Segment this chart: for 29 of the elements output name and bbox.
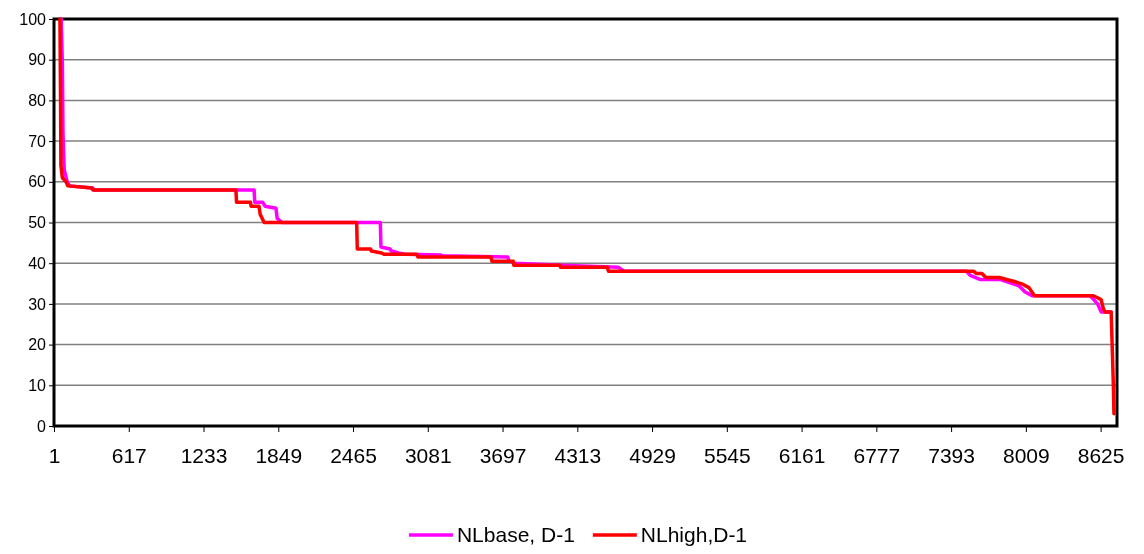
y-tick-label: 40 bbox=[28, 254, 47, 272]
x-tick-label: 1 bbox=[48, 443, 61, 467]
y-tick-label: 70 bbox=[28, 132, 47, 150]
x-tick-label: 617 bbox=[111, 443, 147, 467]
y-tick-label: 0 bbox=[37, 417, 47, 435]
x-tick-label: 4313 bbox=[554, 443, 602, 467]
y-tick-label: 10 bbox=[28, 376, 47, 394]
y-tick-label: 90 bbox=[28, 51, 47, 69]
y-tick-label: 60 bbox=[28, 173, 47, 191]
x-tick-label: 6161 bbox=[778, 443, 826, 467]
x-tick-label: 1233 bbox=[180, 443, 228, 467]
x-tick-label: 4929 bbox=[629, 443, 676, 467]
y-tick-label: 20 bbox=[28, 336, 47, 354]
x-tick-label: 8009 bbox=[1003, 443, 1050, 467]
x-tick-label: 6777 bbox=[853, 443, 901, 467]
x-tick-label: 5545 bbox=[703, 443, 751, 467]
line-series bbox=[58, 17, 1116, 416]
x-tick-label: 1849 bbox=[255, 443, 303, 467]
legend-label: NLbase, D-1 bbox=[456, 523, 575, 546]
y-tick-label: 80 bbox=[28, 92, 47, 110]
x-tick-label: 7393 bbox=[928, 443, 975, 467]
y-tick-label: 30 bbox=[28, 295, 47, 313]
x-tick-label: 8625 bbox=[1077, 443, 1125, 467]
y-tick-label: 100 bbox=[19, 10, 47, 28]
legend-label: NLhigh,D-1 bbox=[640, 523, 748, 546]
x-tick-label: 3081 bbox=[404, 443, 452, 467]
x-tick-label: 3697 bbox=[479, 443, 527, 467]
x-tick-label: 2465 bbox=[330, 443, 377, 467]
y-tick-label: 50 bbox=[28, 214, 47, 232]
